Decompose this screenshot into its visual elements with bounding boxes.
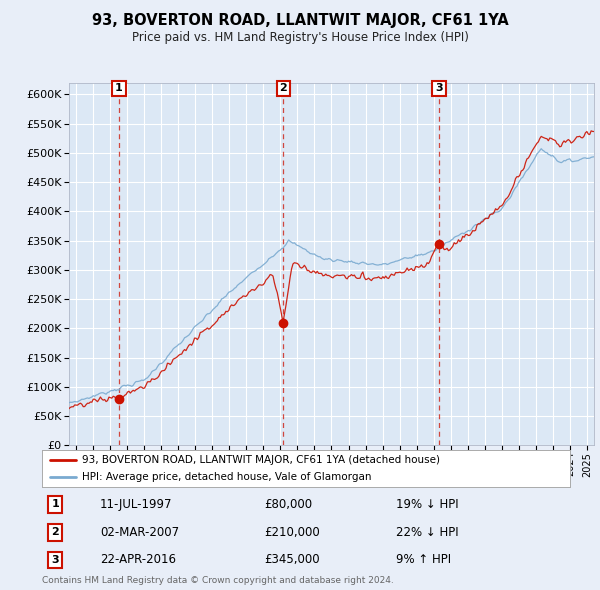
Text: 3: 3 (435, 83, 443, 93)
Text: Price paid vs. HM Land Registry's House Price Index (HPI): Price paid vs. HM Land Registry's House … (131, 31, 469, 44)
Text: 2: 2 (52, 527, 59, 537)
Text: 2: 2 (280, 83, 287, 93)
Text: 02-MAR-2007: 02-MAR-2007 (100, 526, 179, 539)
Text: 3: 3 (52, 555, 59, 565)
Text: 19% ↓ HPI: 19% ↓ HPI (396, 498, 458, 511)
Text: £210,000: £210,000 (264, 526, 320, 539)
Text: HPI: Average price, detached house, Vale of Glamorgan: HPI: Average price, detached house, Vale… (82, 472, 371, 482)
Text: 11-JUL-1997: 11-JUL-1997 (100, 498, 173, 511)
Text: 22% ↓ HPI: 22% ↓ HPI (396, 526, 458, 539)
Text: 93, BOVERTON ROAD, LLANTWIT MAJOR, CF61 1YA (detached house): 93, BOVERTON ROAD, LLANTWIT MAJOR, CF61 … (82, 455, 440, 465)
Text: 1: 1 (52, 500, 59, 509)
Text: 93, BOVERTON ROAD, LLANTWIT MAJOR, CF61 1YA: 93, BOVERTON ROAD, LLANTWIT MAJOR, CF61 … (92, 13, 508, 28)
Text: 9% ↑ HPI: 9% ↑ HPI (396, 553, 451, 566)
Text: 22-APR-2016: 22-APR-2016 (100, 553, 176, 566)
Text: Contains HM Land Registry data © Crown copyright and database right 2024.: Contains HM Land Registry data © Crown c… (42, 576, 394, 585)
Text: 1: 1 (115, 83, 123, 93)
Text: £345,000: £345,000 (264, 553, 319, 566)
Text: £80,000: £80,000 (264, 498, 312, 511)
